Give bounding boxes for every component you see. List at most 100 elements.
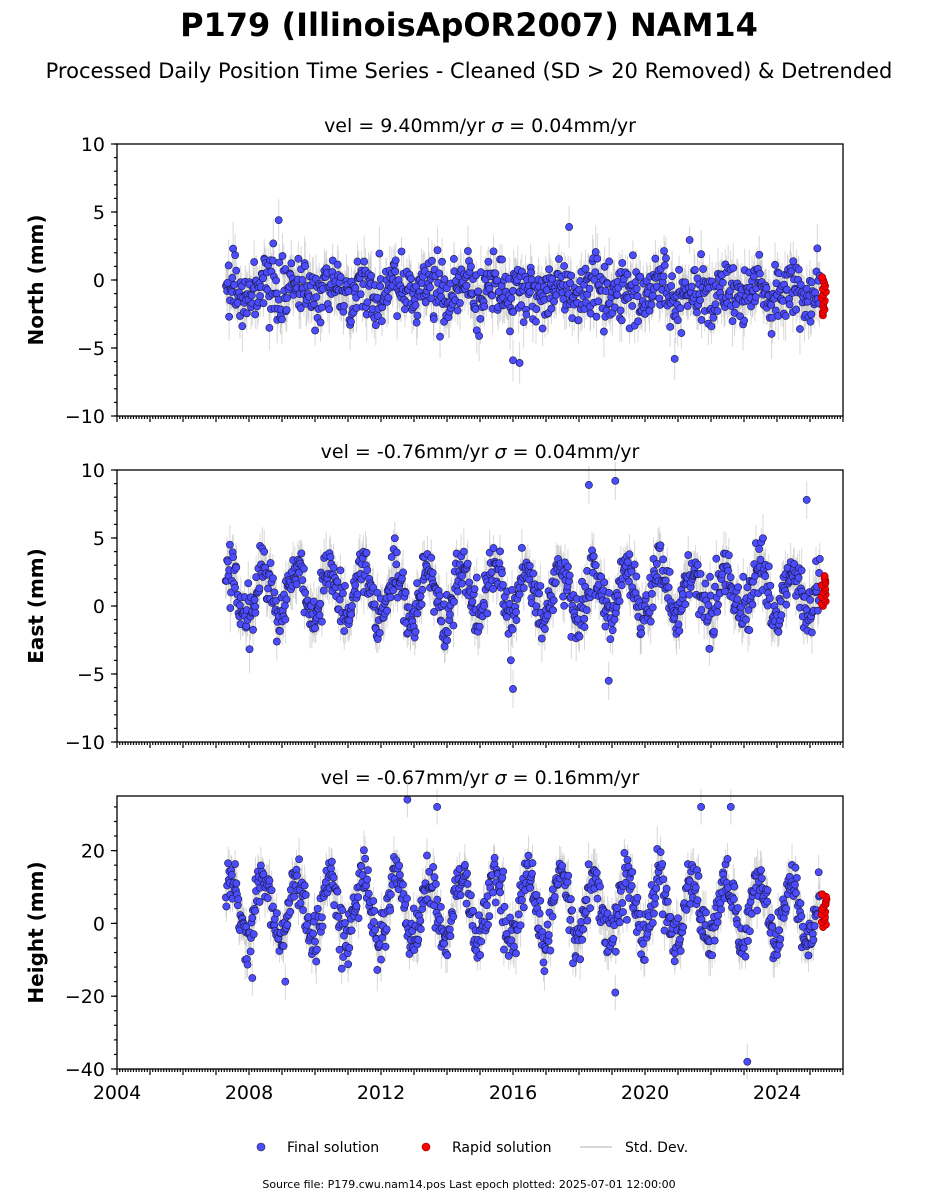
final-solution-point xyxy=(605,588,613,597)
final-solution-point xyxy=(730,308,739,317)
final-solution-point xyxy=(807,628,816,637)
final-solution-point xyxy=(259,274,267,283)
final-solution-point xyxy=(797,566,806,575)
final-solution-point xyxy=(231,583,240,592)
final-solution-point xyxy=(787,267,796,276)
final-solution-point xyxy=(627,567,636,576)
final-solution-point xyxy=(347,317,355,326)
final-solution-point xyxy=(471,305,480,313)
final-solution-point xyxy=(740,316,749,325)
final-solution-point xyxy=(495,559,504,568)
final-solution-point xyxy=(532,305,541,313)
final-solution-point xyxy=(265,323,274,332)
final-solution-point xyxy=(705,644,714,653)
final-solution-point xyxy=(401,305,409,314)
final-solution-point xyxy=(762,284,771,292)
final-solution-point xyxy=(728,317,737,326)
final-solution-point xyxy=(687,282,696,291)
final-solution-point xyxy=(226,604,235,612)
final-solution-point xyxy=(666,323,675,331)
final-solution-point xyxy=(475,332,483,340)
final-solution-point xyxy=(678,590,687,599)
data-layer xyxy=(221,781,831,1080)
final-solution-point xyxy=(509,356,517,365)
final-solution-point xyxy=(296,304,305,313)
final-solution-point xyxy=(668,272,677,281)
final-solution-point xyxy=(794,573,803,582)
final-solution-point xyxy=(426,283,434,292)
final-solution-point xyxy=(232,563,241,572)
final-solution-point xyxy=(648,603,657,612)
final-solution-points xyxy=(222,216,824,367)
final-solution-point xyxy=(599,327,608,336)
final-solution-point xyxy=(242,309,251,318)
final-solution-point xyxy=(393,312,402,321)
final-solution-point xyxy=(433,246,442,255)
final-solution-point xyxy=(387,553,396,561)
panel-height: vel = -0.67mm/yr σ = 0.16mm/yr Height (mm… xyxy=(24,767,844,1104)
final-solution-point xyxy=(430,607,438,616)
final-solution-point xyxy=(464,247,472,255)
final-solution-point xyxy=(416,592,425,601)
final-solution-point xyxy=(389,586,398,595)
final-solution-point xyxy=(336,566,345,575)
final-solution-point xyxy=(450,597,458,606)
x-axis-ticks xyxy=(116,742,844,748)
panel-title-sigma-value: = 0.16mm/yr xyxy=(507,767,640,789)
final-solution-point xyxy=(617,581,626,590)
final-solution-point xyxy=(761,572,770,581)
final-solution-point xyxy=(594,297,603,306)
final-solution-point xyxy=(628,302,637,310)
final-solution-point xyxy=(274,216,283,225)
final-solution-point xyxy=(616,306,625,315)
final-solution-point xyxy=(453,587,462,596)
final-solution-point xyxy=(802,496,811,504)
final-solution-point xyxy=(476,314,485,323)
final-solution-point xyxy=(566,279,575,288)
final-solution-point xyxy=(370,600,379,609)
final-solution-point xyxy=(806,595,815,604)
final-solution-point xyxy=(565,223,573,231)
final-solution-point xyxy=(467,262,475,271)
final-solution-point xyxy=(515,359,524,367)
y-tick-label: 10 xyxy=(81,134,105,156)
final-solution-point xyxy=(390,534,399,543)
final-solution-point xyxy=(560,601,569,610)
final-solution-point xyxy=(226,540,234,549)
final-solution-point xyxy=(299,564,308,573)
final-solution-point xyxy=(369,583,378,592)
final-solution-point xyxy=(785,300,794,309)
final-solution-point xyxy=(764,562,773,571)
final-solution-point xyxy=(458,579,466,588)
rapid-solution-point xyxy=(818,273,827,282)
final-solution-point xyxy=(340,302,348,310)
final-solution-point xyxy=(662,254,670,263)
final-solution-point xyxy=(269,239,278,248)
rapid-solution-point xyxy=(820,572,829,580)
final-solution-point xyxy=(713,307,722,315)
final-solution-point xyxy=(391,267,400,276)
final-solution-point xyxy=(255,584,264,593)
final-solution-point xyxy=(491,269,500,278)
final-solution-point xyxy=(765,594,774,603)
final-solution-point xyxy=(489,544,498,552)
final-solution-point xyxy=(628,251,637,260)
final-solution-point xyxy=(429,315,438,323)
final-solution-point xyxy=(611,476,620,485)
final-solution-point xyxy=(376,282,384,291)
y-axis-label: Height (mm) xyxy=(24,861,48,1003)
final-solution-point xyxy=(565,571,574,580)
final-solution-point xyxy=(412,318,421,327)
final-solution-point xyxy=(652,559,661,568)
final-solution-point xyxy=(806,317,815,326)
final-solution-point xyxy=(704,601,713,609)
final-solution-point xyxy=(675,626,684,635)
panels: vel = 9.40mm/yr σ = 0.04mm/yr North (mm) −… xyxy=(24,115,844,1104)
final-solution-point xyxy=(245,645,254,654)
final-solution-point xyxy=(508,585,516,594)
y-tick-label: 0 xyxy=(93,596,105,618)
figure-subtitle: Processed Daily Position Time Series - C… xyxy=(46,59,893,83)
final-solution-point xyxy=(656,541,665,550)
final-solution-point xyxy=(582,606,591,615)
y-tick-label: 5 xyxy=(93,528,105,550)
